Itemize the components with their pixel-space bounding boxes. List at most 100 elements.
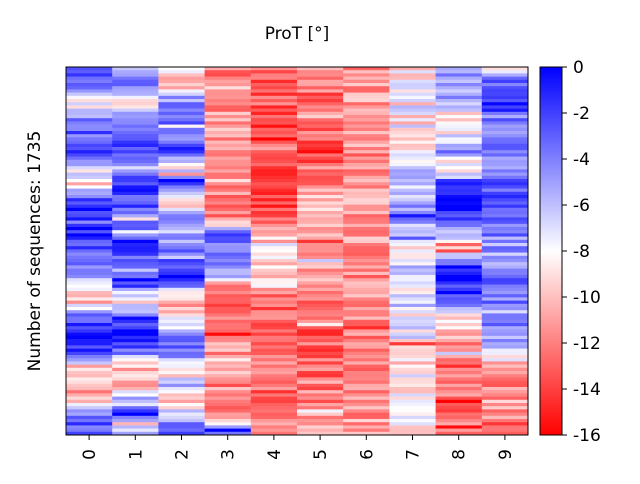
heatmap-cell xyxy=(112,303,159,308)
heatmap-cell xyxy=(112,371,159,375)
heatmap-cell xyxy=(66,143,113,148)
colorbar-tick-label: -12 xyxy=(573,334,601,354)
heatmap-cell xyxy=(204,361,252,365)
heatmap-cell xyxy=(112,319,159,324)
heatmap-cell xyxy=(435,137,483,141)
heatmap-cell xyxy=(204,339,252,343)
heatmap-cell xyxy=(481,214,529,218)
heatmap-cell xyxy=(158,364,205,369)
heatmap-cell xyxy=(481,268,529,273)
heatmap-cell xyxy=(158,316,205,321)
heatmap-cell xyxy=(297,185,344,189)
heatmap-cell xyxy=(389,310,436,314)
heatmap-cell xyxy=(435,268,483,273)
heatmap-cell xyxy=(158,313,205,317)
heatmap-cell xyxy=(435,371,483,375)
heatmap-cell xyxy=(435,182,483,186)
heatmap-cell xyxy=(435,79,483,84)
heatmap-cell xyxy=(297,323,344,327)
heatmap-cell xyxy=(112,396,159,401)
heatmap-cell xyxy=(435,211,483,215)
heatmap-cell xyxy=(112,121,159,125)
heatmap-cell xyxy=(112,380,159,385)
heatmap-cell xyxy=(343,342,390,346)
heatmap-cell xyxy=(389,425,436,429)
heatmap-cell xyxy=(250,207,298,212)
heatmap-cell xyxy=(112,339,159,343)
heatmap-cell xyxy=(297,345,344,349)
heatmap-cell xyxy=(389,236,436,241)
heatmap-cell xyxy=(435,316,483,321)
heatmap-cell xyxy=(435,300,483,305)
heatmap-cell xyxy=(66,249,113,253)
heatmap-cell xyxy=(343,380,390,385)
x-tick-label: 9 xyxy=(496,449,516,460)
heatmap-cell xyxy=(112,390,159,394)
heatmap-cell xyxy=(297,121,344,125)
heatmap-cell xyxy=(204,118,252,122)
heatmap-cell xyxy=(389,422,436,426)
heatmap-cell xyxy=(389,329,436,333)
heatmap-cell xyxy=(389,393,436,397)
heatmap-cell xyxy=(481,252,529,257)
heatmap-cell xyxy=(343,169,390,173)
heatmap-cell xyxy=(112,262,159,266)
heatmap-cell xyxy=(204,284,252,289)
heatmap-cell xyxy=(481,335,529,340)
heatmap-cell xyxy=(343,387,390,391)
heatmap-cell xyxy=(481,89,529,93)
heatmap-cell xyxy=(66,121,113,125)
heatmap-cell xyxy=(66,262,113,266)
heatmap-cell xyxy=(435,332,483,337)
heatmap-cell xyxy=(158,153,205,157)
heatmap-cell xyxy=(250,137,298,141)
heatmap-cell xyxy=(204,310,252,314)
heatmap-cell xyxy=(250,185,298,189)
heatmap-cell xyxy=(250,390,298,394)
heatmap-cell xyxy=(297,76,344,81)
heatmap-cell xyxy=(481,262,529,266)
heatmap-cell xyxy=(204,419,252,423)
heatmap-cell xyxy=(204,163,252,167)
heatmap-cell xyxy=(481,182,529,186)
heatmap-cell xyxy=(66,415,113,420)
heatmap-cell xyxy=(112,140,159,145)
heatmap-cell xyxy=(481,211,529,215)
heatmap-cell xyxy=(343,339,390,343)
heatmap-cell xyxy=(389,143,436,148)
heatmap-cell xyxy=(66,220,113,225)
heatmap-cell xyxy=(481,275,529,279)
heatmap-cell xyxy=(389,339,436,343)
heatmap-cell xyxy=(343,124,390,129)
heatmap-cell xyxy=(435,147,483,151)
heatmap-cell xyxy=(112,332,159,337)
heatmap-cell xyxy=(343,214,390,218)
heatmap-cell xyxy=(297,265,344,269)
heatmap-cell xyxy=(112,169,159,173)
heatmap-cell xyxy=(250,217,298,221)
heatmap-cell xyxy=(343,316,390,321)
heatmap-cell xyxy=(297,348,344,353)
heatmap-cell xyxy=(204,166,252,170)
heatmap-cell xyxy=(481,134,529,138)
heatmap-cell xyxy=(389,287,436,292)
heatmap-cell xyxy=(297,220,344,225)
heatmap-cell xyxy=(204,278,252,282)
heatmap-cell xyxy=(112,377,159,381)
heatmap-cell xyxy=(297,217,344,221)
heatmap-cell xyxy=(481,73,529,77)
heatmap-cell xyxy=(112,239,159,244)
heatmap-cell xyxy=(66,185,113,189)
heatmap-cell xyxy=(66,191,113,196)
heatmap-cell xyxy=(158,95,205,100)
heatmap-cell xyxy=(204,351,252,356)
heatmap-cell xyxy=(158,220,205,225)
heatmap-cell xyxy=(481,265,529,269)
heatmap-cell xyxy=(389,323,436,327)
heatmap-cell xyxy=(435,70,483,74)
heatmap-cell xyxy=(204,223,252,228)
heatmap-cell xyxy=(389,118,436,122)
heatmap-cell xyxy=(435,195,483,199)
heatmap-cell xyxy=(343,111,390,116)
heatmap-cell xyxy=(435,335,483,340)
